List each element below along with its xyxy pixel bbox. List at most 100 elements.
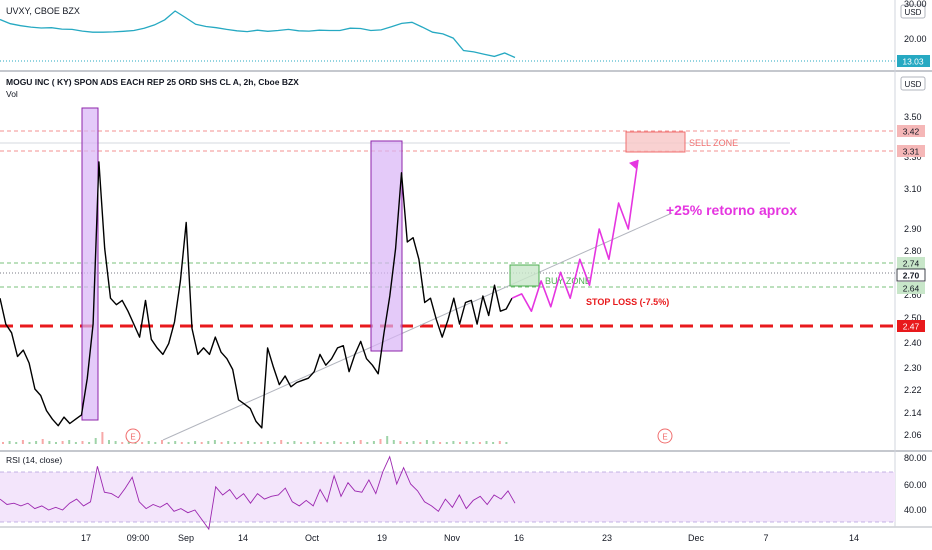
stop-loss-label: STOP LOSS (-7.5%) — [586, 297, 669, 307]
volume-bar — [8, 441, 11, 444]
highlight-box[interactable] — [81, 107, 99, 421]
volume-bar — [161, 440, 163, 444]
volume-bar — [306, 442, 309, 444]
rsi-axis-tick: 40.00 — [904, 505, 927, 515]
volume-bar — [339, 442, 342, 444]
volume-bar — [247, 441, 250, 444]
volume-bar — [55, 442, 57, 444]
volume-bar — [412, 441, 415, 444]
rsi-band-background — [0, 472, 895, 522]
volume-bar — [498, 441, 501, 444]
volume-bar — [280, 440, 283, 444]
volume-bar — [359, 440, 362, 444]
volume-bar — [492, 442, 495, 444]
volume-bar — [220, 442, 223, 444]
volume-bar — [121, 442, 124, 444]
time-axis-label: 7 — [763, 533, 768, 543]
uvxy-currency-badge[interactable]: USD — [900, 4, 926, 19]
volume-bar — [88, 442, 91, 444]
rsi-series-line — [0, 455, 516, 531]
volume-bar — [478, 442, 481, 444]
rsi-axis-tick: 60.00 — [904, 480, 927, 490]
earnings-marker[interactable]: E — [125, 428, 141, 444]
volume-bar — [452, 441, 455, 444]
time-axis-label: 19 — [377, 533, 387, 543]
time-axis-label: 17 — [81, 533, 91, 543]
buy-zone-bottom-price: 2.64 — [903, 284, 920, 294]
buy-zone-top-tag: 2.74 — [897, 257, 925, 269]
volume-bar — [21, 440, 24, 444]
volume-bar — [28, 442, 31, 444]
volume-bar — [439, 442, 442, 444]
volume-bar — [485, 441, 488, 444]
volume-bar — [419, 442, 422, 444]
volume-bars — [2, 432, 508, 444]
volume-bar — [41, 439, 44, 444]
sell-zone-top-price: 3.42 — [903, 127, 920, 137]
time-axis-label: Sep — [178, 533, 194, 543]
volume-bar — [48, 441, 51, 444]
volume-bar — [200, 442, 203, 444]
rsi-axis-tick: 80.00 — [904, 453, 927, 463]
projection-line[interactable] — [511, 159, 639, 312]
sell-zone-label: SELL ZONE — [689, 138, 738, 148]
uvxy-series-line — [0, 10, 516, 59]
volume-bar — [154, 442, 157, 444]
main-currency-badge[interactable]: USD — [900, 76, 926, 91]
price-axis-tick: 2.06 — [904, 430, 922, 440]
volume-bar — [432, 441, 435, 444]
sell-zone-box[interactable] — [625, 131, 686, 153]
price-axis-tick: 3.10 — [904, 184, 922, 194]
volume-bar — [207, 441, 210, 444]
volume-bar — [300, 442, 303, 444]
volume-bar — [141, 442, 144, 444]
volume-bar — [353, 441, 355, 444]
uvxy-axis-tick: 20.00 — [904, 34, 927, 44]
time-axis-label: 16 — [514, 533, 524, 543]
volume-bar — [194, 441, 197, 444]
volume-bar — [253, 442, 256, 444]
volume-bar — [505, 442, 508, 444]
volume-bar — [94, 438, 97, 444]
last-price: 2.70 — [903, 271, 920, 281]
price-axis-tick: 2.22 — [904, 385, 922, 395]
buy-zone-bottom-tag: 2.64 — [897, 282, 925, 294]
buy-zone-top-price: 2.74 — [903, 259, 920, 269]
volume-bar — [386, 436, 389, 444]
time-axis-label: 14 — [238, 533, 248, 543]
volume-bar — [406, 442, 408, 444]
time-axis-label: Dec — [688, 533, 705, 543]
volume-bar — [326, 442, 329, 444]
last-price-tag: 2.70 — [896, 268, 926, 282]
buy-zone-box[interactable] — [509, 264, 540, 287]
price-axis-tick: 2.14 — [904, 408, 922, 418]
trend-line[interactable] — [162, 212, 673, 441]
time-axis: 17 09:00 Sep 14 Oct 19 Nov 16 23 Dec 7 1… — [81, 533, 859, 543]
volume-bar — [68, 440, 71, 444]
volume-bar — [127, 441, 130, 444]
earnings-marker[interactable]: E — [657, 428, 673, 444]
volume-bar — [313, 441, 316, 444]
uvxy-last-price-tag: 13.03 — [897, 55, 930, 67]
volume-bar — [108, 440, 110, 444]
volume-bar — [180, 442, 183, 444]
volume-bar — [240, 442, 243, 444]
time-axis-label: 23 — [602, 533, 612, 543]
price-axis-tick: 3.50 — [904, 112, 922, 122]
volume-bar — [286, 442, 289, 444]
sell-zone-top-tag: 3.42 — [897, 125, 925, 137]
volume-bar — [399, 441, 402, 444]
uvxy-last-price: 13.03 — [902, 57, 924, 67]
volume-bar — [213, 440, 216, 444]
volume-bar — [101, 432, 104, 444]
volume-bar — [366, 442, 369, 444]
main-chart-title: MOGU INC ( KY) SPON ADS EACH REP 25 ORD … — [6, 77, 299, 87]
volume-bar — [445, 442, 448, 444]
volume-bar — [273, 442, 276, 444]
volume-bar — [346, 442, 349, 444]
time-axis-label: Nov — [444, 533, 461, 543]
rsi-title: RSI (14, close) — [6, 455, 62, 465]
earnings-marker-label: E — [130, 433, 135, 442]
volume-bar — [266, 441, 269, 444]
